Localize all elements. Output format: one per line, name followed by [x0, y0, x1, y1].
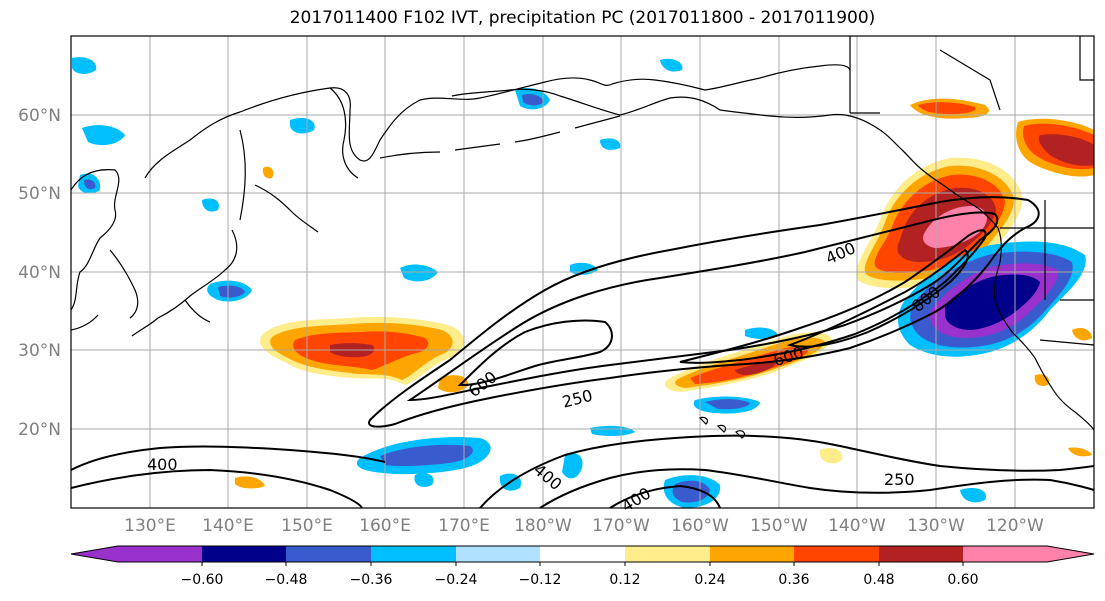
ivt-contour-600 [457, 319, 613, 387]
lon-label: 150°E [281, 516, 333, 536]
colorbar-extend-right [1047, 546, 1094, 562]
ivt-label: 250 [884, 470, 915, 489]
map-frame [70, 35, 1095, 509]
lat-label: 30°N [18, 341, 61, 361]
lon-label: 130°W [907, 516, 965, 536]
colorbar-tick: 0.48 [863, 572, 894, 588]
colorbar-tick: 0.60 [947, 572, 978, 588]
lon-label: 130°E [124, 516, 176, 536]
lat-label: 20°N [18, 420, 61, 440]
coastlines [71, 36, 1094, 439]
map-title: 2017011400 F102 IVT, precipitation PC (2… [289, 8, 876, 28]
colorbar-swatch [202, 546, 286, 562]
lon-label: 140°W [828, 516, 886, 536]
colorbar-tick: 0.24 [694, 572, 725, 588]
colorbar-tick: 0.12 [609, 572, 640, 588]
colorbar: −0.60 −0.48 −0.36 −0.24 −0.12 0.12 0.24 … [70, 545, 1095, 588]
colorbar-swatch [710, 546, 794, 562]
lon-label: 120°W [986, 516, 1044, 536]
precip-shading [72, 57, 1094, 508]
lon-label: 180°W [514, 516, 572, 536]
ivt-contours [71, 196, 1094, 508]
colorbar-extend-left [71, 546, 118, 562]
ivt-label: 400 [147, 455, 178, 474]
colorbar-swatch [540, 546, 625, 562]
colorbar-swatch [456, 546, 540, 562]
colorbar-swatch [794, 546, 879, 562]
lat-label: 40°N [18, 263, 61, 283]
lon-label: 160°E [359, 516, 411, 536]
lat-label: 60°N [18, 106, 61, 126]
colorbar-swatch [118, 546, 202, 562]
colorbar-outline [70, 545, 1095, 563]
lat-label: 50°N [18, 184, 61, 204]
colorbar-tick: −0.12 [519, 572, 562, 588]
colorbar-tick: −0.48 [265, 572, 308, 588]
latitude-labels: 60°N 50°N 40°N 30°N 20°N [18, 106, 61, 440]
colorbar-swatch [371, 546, 456, 562]
lon-label: 170°E [438, 516, 490, 536]
colorbar-tick: −0.60 [181, 572, 224, 588]
colorbar-tick: 0.36 [778, 572, 809, 588]
lon-label: 160°W [671, 516, 729, 536]
colorbar-swatch [286, 546, 371, 562]
colorbar-tick: −0.36 [350, 572, 393, 588]
colorbar-swatch [625, 546, 710, 562]
lon-label: 170°W [592, 516, 650, 536]
ivt-contour-800 [786, 248, 969, 348]
lon-label: 150°W [750, 516, 808, 536]
colorbar-tick: −0.24 [435, 572, 478, 588]
longitude-labels: 130°E 140°E 150°E 160°E 170°E 180°W 170°… [124, 516, 1044, 536]
ivt-contour-250 [368, 196, 1040, 428]
lon-label: 140°E [202, 516, 254, 536]
colorbar-swatch [963, 546, 1047, 562]
colorbar-swatch [879, 546, 963, 562]
